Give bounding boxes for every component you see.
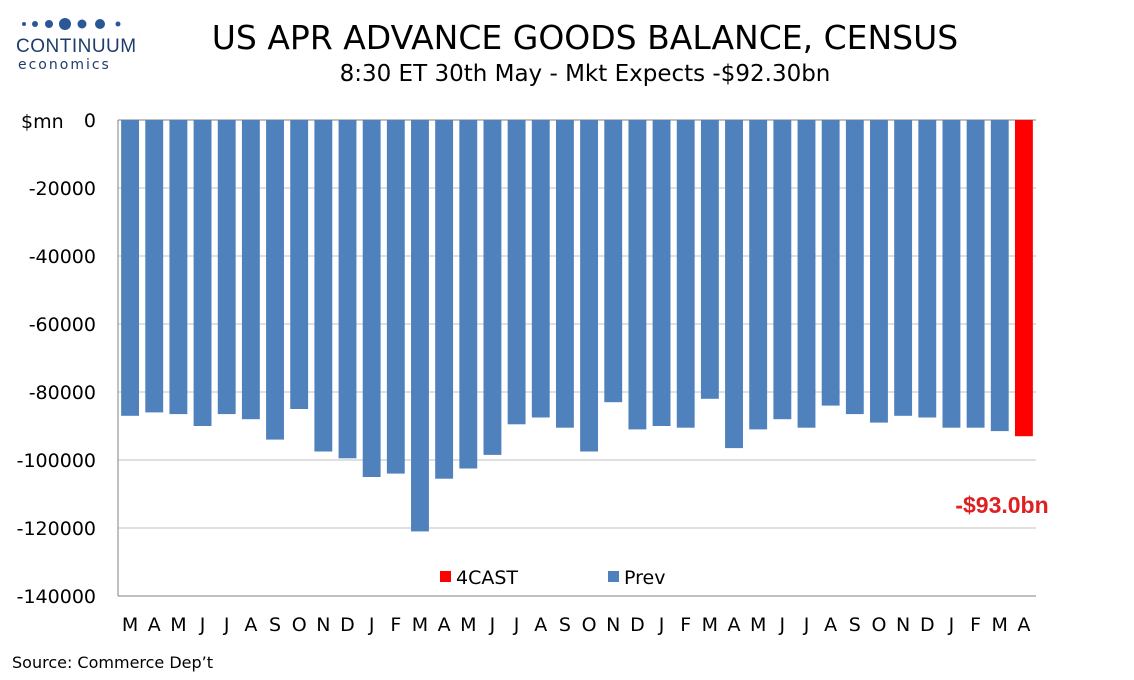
x-tick-label: J <box>368 614 375 636</box>
chart-subtitle: 8:30 ET 30th May - Mkt Expects -$92.30bn <box>339 61 831 87</box>
y-tick-label: -100000 <box>17 450 96 472</box>
bar <box>580 120 599 452</box>
y-tick-label: -140000 <box>17 586 96 608</box>
x-tick-label: D <box>920 614 935 636</box>
legend-label: 4CAST <box>456 567 518 589</box>
bar <box>845 120 864 415</box>
y-tick-label: -60000 <box>29 314 96 336</box>
x-tick-label: A <box>438 614 451 636</box>
x-tick-label: J <box>803 614 810 636</box>
bar <box>725 120 743 449</box>
forecast-bar <box>1014 120 1033 437</box>
y-axis-label: $mn <box>21 111 64 133</box>
x-tick-label: J <box>223 614 230 636</box>
x-tick-label: N <box>606 614 620 636</box>
bar <box>966 120 985 428</box>
y-tick-label: 0 <box>84 110 96 132</box>
bar <box>700 120 719 399</box>
x-tick-label: O <box>582 614 597 636</box>
x-tick-label: A <box>148 614 161 636</box>
x-tick-label: M <box>992 614 1008 636</box>
x-tick-label: A <box>1017 614 1030 636</box>
x-tick-label: O <box>292 614 307 636</box>
bar <box>628 120 647 430</box>
bar <box>894 120 913 416</box>
bar <box>290 120 309 409</box>
x-tick-label: J <box>779 614 786 636</box>
bar <box>338 120 357 459</box>
bar <box>241 120 260 420</box>
bar <box>121 120 140 416</box>
bar <box>483 120 502 455</box>
x-tick-label: S <box>559 614 571 636</box>
y-tick-label: -20000 <box>29 178 96 200</box>
logo-subtitle: economics <box>18 57 111 73</box>
x-tick-label: A <box>824 614 837 636</box>
bar <box>169 120 188 415</box>
x-tick-label: D <box>340 614 355 636</box>
bar <box>918 120 937 418</box>
bar <box>942 120 961 428</box>
bar <box>145 120 164 413</box>
bar <box>749 120 768 430</box>
bar <box>362 120 381 477</box>
x-tick-label: F <box>970 614 981 636</box>
bar <box>459 120 478 469</box>
bar <box>652 120 671 426</box>
x-tick-label: F <box>390 614 401 636</box>
x-tick-label: N <box>316 614 330 636</box>
bar <box>217 120 236 415</box>
forecast-value-label: -$93.0bn <box>955 492 1048 518</box>
x-tick-label: A <box>244 614 257 636</box>
x-tick-label: O <box>871 614 886 636</box>
legend-swatch <box>440 571 451 582</box>
x-tick-label: J <box>199 614 206 636</box>
x-tick-label: S <box>849 614 861 636</box>
legend-label: Prev <box>624 567 665 589</box>
bar <box>773 120 792 420</box>
x-tick-label: D <box>630 614 645 636</box>
bar <box>821 120 840 406</box>
x-tick-label: M <box>170 614 186 636</box>
bar <box>555 120 574 428</box>
x-tick-label: A <box>728 614 741 636</box>
chart-title: US APR ADVANCE GOODS BALANCE, CENSUS <box>211 18 959 57</box>
x-tick-label: J <box>489 614 496 636</box>
x-tick-label: M <box>412 614 428 636</box>
x-tick-label: J <box>948 614 955 636</box>
x-tick-label: M <box>750 614 766 636</box>
y-tick-label: -40000 <box>29 246 96 268</box>
legend-swatch <box>608 571 619 582</box>
bar <box>531 120 550 418</box>
bar <box>435 120 454 479</box>
bar <box>604 120 623 403</box>
bar <box>507 120 526 425</box>
x-tick-label: A <box>534 614 547 636</box>
x-tick-label: J <box>658 614 665 636</box>
brand-logo: CONTINUUM economics <box>12 12 136 76</box>
bar <box>193 120 212 426</box>
x-tick-label: M <box>702 614 718 636</box>
bar <box>266 120 284 440</box>
bar <box>797 120 816 428</box>
logo-dots-icon <box>22 18 121 30</box>
logo-name: CONTINUUM <box>16 36 137 57</box>
bar <box>676 120 695 428</box>
y-tick-label: -80000 <box>29 382 96 404</box>
x-tick-label: S <box>269 614 281 636</box>
x-tick-label: M <box>122 614 138 636</box>
bar <box>386 120 405 474</box>
source-note: Source: Commerce Dep’t <box>12 653 214 672</box>
bar <box>990 120 1009 432</box>
bar <box>411 120 429 532</box>
bar <box>314 120 333 452</box>
x-tick-label: N <box>896 614 910 636</box>
x-tick-label: M <box>460 614 476 636</box>
x-tick-label: J <box>513 614 520 636</box>
x-tick-label: F <box>680 614 691 636</box>
bar <box>870 120 888 423</box>
y-tick-label: -120000 <box>17 518 96 540</box>
